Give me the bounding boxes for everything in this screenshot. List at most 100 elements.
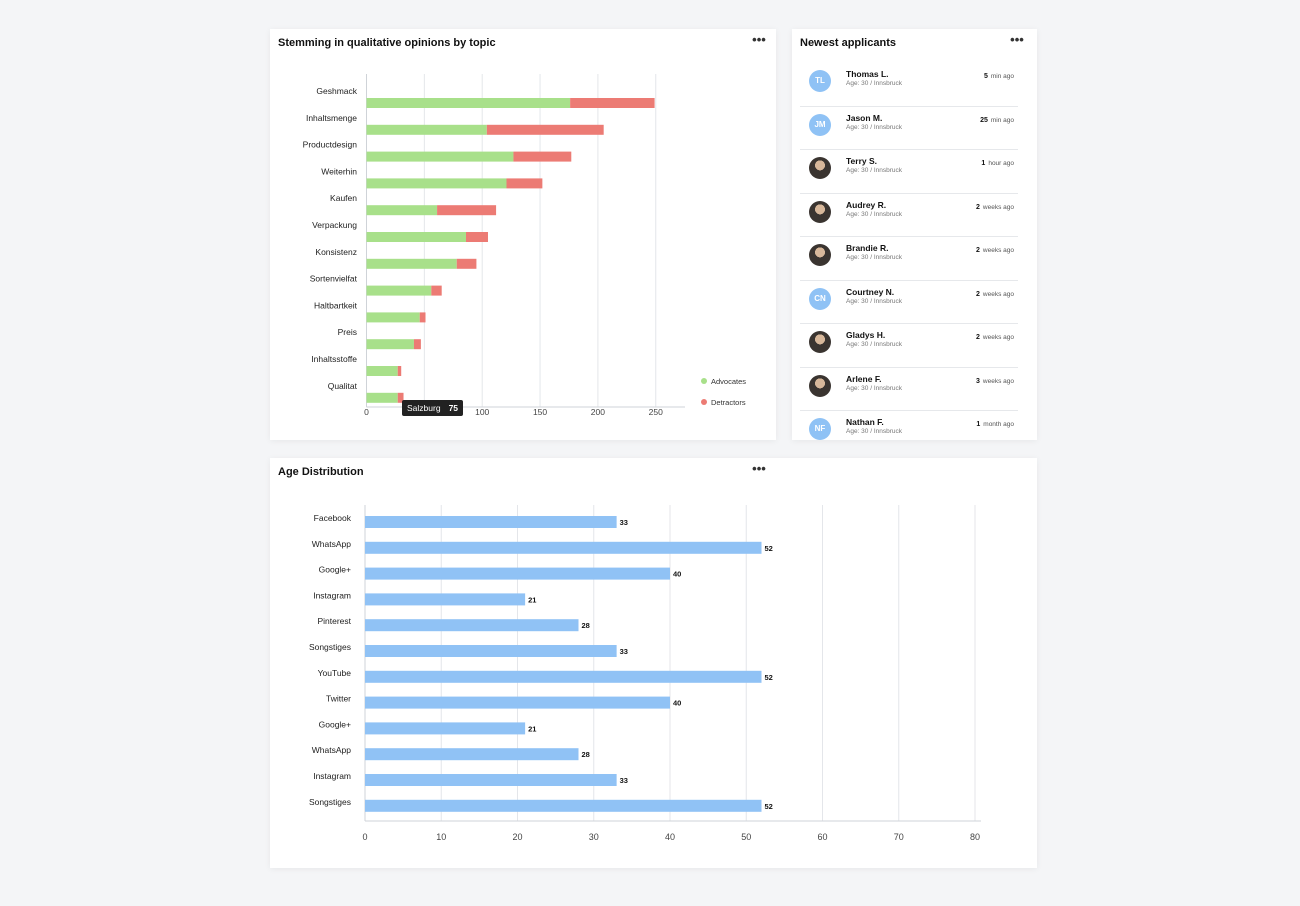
- legend-label: Advocates: [711, 377, 746, 386]
- applicant-row[interactable]: CN Courtney N. Age: 30 / Innsbruck 2 weeks a…: [800, 281, 1018, 324]
- bar-segment: [397, 366, 402, 376]
- bar: [365, 774, 617, 786]
- time-unit: min ago: [990, 73, 1014, 80]
- data-label: 28: [582, 750, 590, 759]
- chart-tooltip: Salzburg 75: [402, 400, 464, 416]
- data-label: 33: [620, 647, 628, 656]
- category-label: Facebook: [314, 513, 352, 523]
- age-card-title: Age Distribution: [278, 466, 364, 478]
- applicant-row[interactable]: Arlene F. Age: 30 / Innsbruck 3 weeks ago: [800, 368, 1018, 411]
- bar-segment: [366, 312, 420, 323]
- applicant-name: Arlene F.: [846, 373, 882, 384]
- applicant-details: Age: 30 / Innsbruck: [846, 341, 903, 348]
- bar-segment: [366, 232, 467, 242]
- data-label: 21: [528, 724, 536, 733]
- bar-segment: [366, 205, 438, 216]
- bar-segment: [456, 258, 477, 269]
- applicant-name: Thomas L.: [846, 69, 889, 79]
- category-label: Haltbartkeit: [314, 300, 358, 310]
- category-label: Konsistenz: [315, 247, 357, 257]
- applicant-name: Nathan F.: [846, 417, 884, 427]
- avatar: [809, 200, 831, 223]
- category-label: WhatsApp: [312, 745, 351, 755]
- category-label: Verpackung: [312, 220, 357, 230]
- data-label: 33: [620, 776, 628, 785]
- applicants-card-title: Newest applicants: [800, 37, 896, 49]
- x-tick-label: 70: [894, 832, 904, 842]
- time-unit: weeks ago: [982, 247, 1014, 254]
- avatar: JM: [809, 113, 831, 136]
- category-label: WhatsApp: [312, 539, 351, 549]
- bar-segment: [366, 285, 432, 296]
- more-horizontal-icon[interactable]: •••: [752, 461, 766, 476]
- time-number: 5: [983, 73, 988, 80]
- stemming-card: Stemming in qualitative opinions by topi…: [270, 29, 776, 440]
- avatar: TL: [809, 70, 831, 92]
- data-label: 40: [673, 570, 681, 579]
- applicant-row[interactable]: Brandie R. Age: 30 / Innsbruck 2 weeks ago: [800, 237, 1018, 281]
- applicants-card: Newest applicants ••• TL Thomas L. Age: 30…: [792, 29, 1037, 440]
- time-number: 2: [976, 247, 980, 254]
- category-label: Instagram: [313, 590, 351, 600]
- data-label: 52: [765, 802, 773, 811]
- applicant-name: Audrey R.: [846, 199, 887, 210]
- bar: [365, 645, 617, 657]
- applicant-time: 2 weeks ago: [976, 247, 1014, 254]
- x-tick-label: 80: [970, 832, 980, 842]
- category-label: Productdesign: [303, 140, 358, 150]
- x-tick-label: 0: [362, 832, 367, 842]
- category-label: Sortenvielfat: [310, 274, 358, 284]
- time-unit: weeks ago: [982, 334, 1014, 341]
- x-tick-label: 0: [364, 407, 369, 417]
- more-horizontal-icon[interactable]: •••: [1010, 32, 1024, 47]
- applicant-details: Age: 30 / Innsbruck: [846, 384, 903, 392]
- bar-segment: [570, 98, 655, 108]
- data-label: 21: [528, 595, 536, 604]
- bar-segment: [366, 124, 487, 135]
- time-number: 2: [976, 203, 980, 211]
- bar: [365, 722, 526, 735]
- bar-segment: [366, 178, 507, 189]
- applicant-details: Age: 30 / Innsbruck: [846, 80, 903, 87]
- time-unit: weeks ago: [982, 203, 1014, 211]
- avatar: NF: [809, 418, 831, 440]
- category-label: Google+: [319, 565, 351, 575]
- bar-segment: [506, 178, 543, 189]
- applicant-details: Age: 30 / Innsbruck: [846, 428, 903, 435]
- applicant-row[interactable]: Audrey R. Age: 30 / Innsbruck 2 weeks ago: [800, 194, 1018, 237]
- applicant-details: Age: 30 / Innsbruck: [846, 210, 903, 218]
- applicant-row[interactable]: JM Jason M. Age: 30 / Innsbruck 25 min ago: [800, 107, 1018, 150]
- avatar: [809, 157, 831, 179]
- category-label: YouTube: [318, 668, 352, 678]
- time-number: 3: [976, 377, 980, 385]
- bar-segment: [486, 124, 604, 135]
- x-tick-label: 10: [436, 832, 446, 842]
- applicant-row[interactable]: Terry S. Age: 30 / Innsbruck 1 hour ago: [800, 150, 1018, 194]
- more-horizontal-icon[interactable]: •••: [752, 32, 766, 47]
- data-label: 52: [765, 673, 773, 682]
- applicant-name: Gladys H.: [846, 330, 886, 340]
- applicant-details: Age: 30 / Innsbruck: [846, 123, 903, 131]
- category-label: Twitter: [326, 694, 351, 704]
- applicant-row[interactable]: Gladys H. Age: 30 / Innsbruck 2 weeks ago: [800, 324, 1018, 368]
- applicant-row[interactable]: NF Nathan F. Age: 30 / Innsbruck 1 month ago: [800, 411, 1018, 454]
- avatar: [809, 244, 831, 266]
- category-label: Google+: [319, 719, 351, 729]
- bar: [365, 670, 762, 683]
- bar: [365, 541, 762, 554]
- time-unit: hour ago: [988, 160, 1014, 167]
- x-tick-label: 250: [649, 407, 663, 417]
- bar-segment: [466, 232, 488, 242]
- time-unit: weeks ago: [982, 377, 1014, 385]
- applicant-row[interactable]: TL Thomas L. Age: 30 / Innsbruck 5 min ago: [800, 63, 1018, 107]
- stemming-card-title: Stemming in qualitative opinions by topi…: [278, 37, 496, 49]
- x-tick-label: 30: [589, 832, 599, 842]
- category-label: Songstiges: [309, 797, 351, 807]
- applicant-details: Age: 30 / Innsbruck: [846, 297, 903, 305]
- time-unit: month ago: [983, 421, 1014, 428]
- x-tick-label: 100: [475, 407, 489, 417]
- applicant-time: 2 weeks ago: [976, 291, 1014, 298]
- age-card: Age Distribution ••• 0 10 20 30 40 50 60 70 80 Fa…: [270, 458, 1037, 868]
- bar-segment: [413, 339, 421, 350]
- tooltip-label: Salzburg: [407, 403, 441, 413]
